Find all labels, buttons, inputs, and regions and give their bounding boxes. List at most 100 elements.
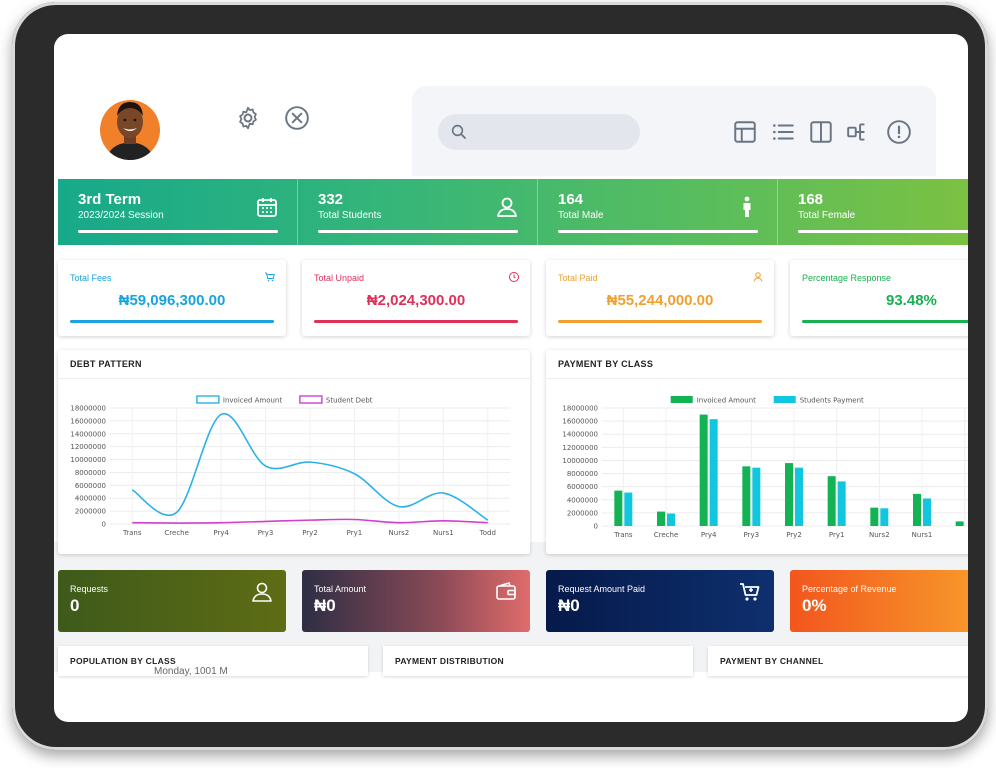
legend-label: Students Payment [800, 397, 864, 405]
y-tick-label: 12000000 [562, 444, 598, 452]
card-total-unpaid: Total Unpaid ₦2,024,300.00 [302, 260, 530, 336]
panel-divider [58, 378, 530, 379]
card-requests[interactable]: Requests 0 [58, 570, 286, 632]
legend-swatch [196, 395, 220, 404]
bar [667, 513, 675, 526]
bar [870, 507, 879, 526]
card-total-paid: Total Paid ₦55,244,000.00 [546, 260, 774, 336]
card-total-fees: Total Fees ₦59,096,300.00 [58, 260, 286, 336]
table-icon[interactable] [732, 119, 758, 145]
legend-label: Invoiced Amount [223, 397, 282, 405]
x-tick-label: Nurs1 [912, 531, 933, 539]
user-outline-icon [252, 582, 272, 602]
panel-population-by-class: POPULATION BY CLASS [58, 646, 368, 676]
bar [923, 498, 931, 526]
stat-label: 2023/2024 Session [78, 210, 164, 221]
bar [913, 493, 921, 526]
card-percentage-response: Percentage Response 93.48% [790, 260, 968, 336]
panel-title: POPULATION BY CLASS [70, 656, 176, 666]
top-toolbar [412, 86, 936, 176]
card-title: Total Unpaid [314, 273, 365, 283]
x-tick-label: Creche [164, 529, 189, 537]
stat-total-students: 332 Total Students [298, 179, 538, 245]
series-line [132, 518, 488, 524]
bar [752, 467, 761, 526]
y-tick-label: 2000000 [567, 509, 598, 517]
stat-value: 164 [558, 191, 584, 208]
x-tick-label: Pry3 [744, 531, 760, 539]
cart-icon [740, 583, 760, 601]
columns-icon[interactable] [808, 119, 834, 145]
card-value: 0% [802, 596, 827, 615]
stat-label: Total Male [558, 210, 604, 221]
stat-total-female: 168 Total Female [778, 179, 968, 245]
stat-value: 3rd Term [78, 191, 142, 208]
card-title: Total Paid [558, 273, 598, 283]
bar [709, 419, 718, 526]
card-percentage-revenue[interactable]: Percentage of Revenue 0% [790, 570, 968, 632]
bar [880, 508, 889, 526]
search-box[interactable] [438, 114, 640, 150]
card-title: Request Amount Paid [558, 584, 646, 594]
gear-icon[interactable] [235, 105, 261, 131]
x-tick-label: Trans [613, 531, 633, 539]
y-tick-label: 6000000 [75, 482, 106, 490]
card-total-amount[interactable]: Total Amount ₦0 [302, 570, 530, 632]
x-tick-label: Pry1 [829, 531, 845, 539]
user-icon [497, 197, 517, 217]
cut-off-text: Monday, 1001 M [154, 666, 228, 677]
wallet-icon [496, 582, 516, 600]
info-icon[interactable] [886, 119, 912, 145]
x-tick-label: Pry4 [701, 531, 717, 539]
card-underline [558, 320, 762, 323]
y-tick-label: 0 [102, 521, 106, 529]
x-tick-label: Pry2 [302, 529, 318, 537]
bar [837, 481, 846, 526]
panel-title: PAYMENT BY CHANNEL [720, 656, 824, 666]
y-tick-label: 4000000 [75, 495, 106, 503]
card-underline [70, 320, 274, 323]
x-tick-label: Pry1 [347, 529, 363, 537]
y-tick-label: 12000000 [70, 443, 106, 451]
bar [785, 463, 793, 526]
bar [614, 490, 623, 526]
list-icon[interactable] [770, 119, 796, 145]
bar [657, 511, 665, 526]
y-tick-label: 16000000 [562, 418, 598, 426]
x-tick-label: Creche [654, 531, 679, 539]
search-input[interactable] [476, 114, 632, 150]
legend-label: Student Debt [326, 397, 373, 405]
y-tick-label: 10000000 [562, 457, 598, 465]
user-icon [753, 272, 763, 282]
series-line [131, 413, 489, 521]
debt-line-chart: 18000000 16000000 14000000 12000000 10000000… [70, 395, 510, 537]
stat-underline [318, 230, 518, 233]
legend-swatch [299, 395, 323, 404]
stat-underline [558, 230, 758, 233]
avatar[interactable] [100, 92, 160, 162]
card-value: ₦0 [314, 596, 336, 615]
card-underline [314, 320, 518, 323]
card-amount: ₦55,244,000.00 [606, 292, 714, 309]
stat-label: Total Students [318, 210, 382, 221]
bar [624, 492, 633, 526]
bar [795, 467, 803, 526]
panel-divider [546, 378, 968, 379]
y-tick-label: 4000000 [567, 496, 598, 504]
close-circle-icon[interactable] [284, 105, 310, 131]
panel-payment-by-class: PAYMENT BY CLASS 18000000 16000000 1400000… [546, 350, 968, 554]
x-tick-label: Trans [122, 529, 142, 537]
y-tick-label: 8000000 [567, 470, 598, 478]
card-amount: ₦59,096,300.00 [118, 292, 226, 309]
y-tick-label: 18000000 [562, 405, 598, 413]
y-tick-label: 8000000 [75, 469, 106, 477]
card-title: Percentage of Revenue [802, 584, 897, 594]
y-tick-label: 14000000 [70, 430, 106, 438]
card-request-amount-paid[interactable]: Request Amount Paid ₦0 [546, 570, 774, 632]
card-title: Total Amount [314, 584, 367, 594]
y-tick-label: 0 [594, 523, 598, 531]
hierarchy-icon[interactable] [846, 119, 872, 145]
stats-band: 3rd Term 2023/2024 Session 332 Total Stu… [58, 179, 968, 245]
x-tick-label: Nurs1 [433, 529, 454, 537]
card-title: Requests [70, 584, 109, 594]
